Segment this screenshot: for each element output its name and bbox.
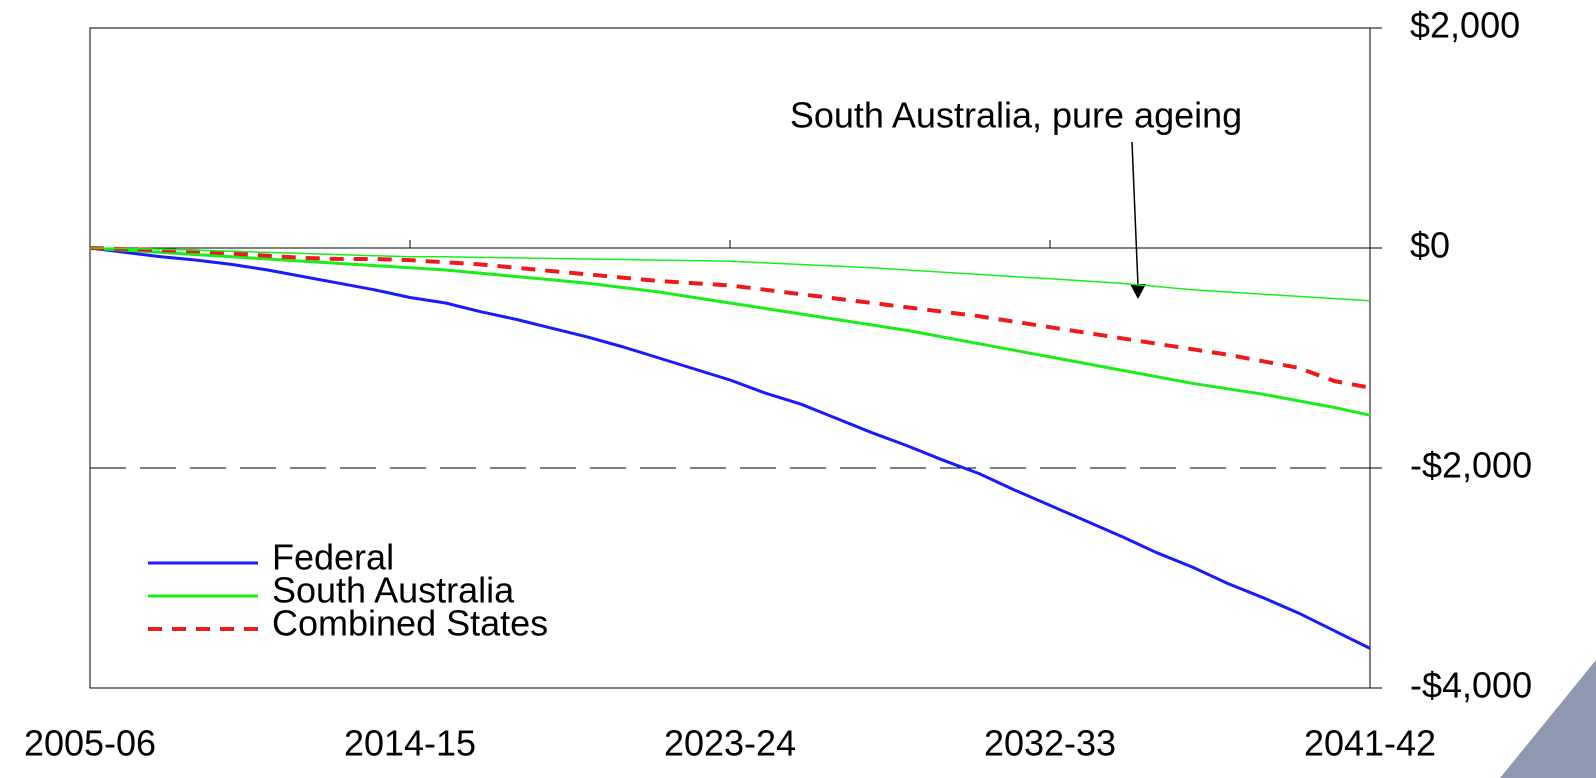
annotation: South Australia, pure ageing (790, 95, 1242, 136)
x-tick-label: 2023-24 (664, 723, 796, 764)
legend-label: Federal (272, 537, 394, 578)
series-line (89, 247, 1371, 302)
x-tick-label: 2005-06 (24, 723, 156, 764)
arrow-head (1130, 284, 1146, 299)
series-line (89, 246, 1371, 417)
y-tick-label: -$4,000 (1410, 665, 1532, 706)
plot-frame (89, 27, 1371, 689)
x-tick-label: 2041-42 (1304, 723, 1436, 764)
legend-label: South Australia (272, 570, 515, 611)
x-tick-label: 2014-15 (344, 723, 476, 764)
legend-label: Combined States (272, 603, 548, 644)
y-tick-label: $2,000 (1410, 5, 1520, 46)
y-tick-label: $0 (1410, 225, 1450, 266)
corner-decoration (1500, 660, 1596, 778)
series-line (89, 246, 1371, 390)
y-tick-label: -$2,000 (1410, 445, 1532, 486)
series-line (89, 246, 1371, 650)
annotation-arrow (1131, 141, 1139, 287)
x-tick-label: 2032-33 (984, 723, 1116, 764)
